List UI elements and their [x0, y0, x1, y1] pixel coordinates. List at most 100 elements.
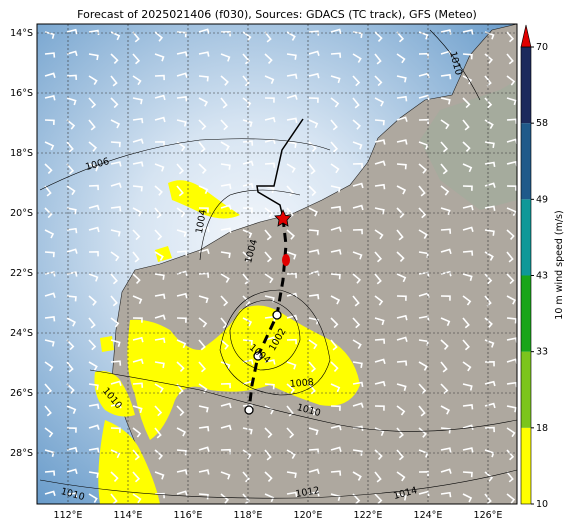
wind-barb — [264, 383, 275, 390]
wind-barb — [418, 405, 426, 417]
wind-barb — [242, 119, 253, 127]
lat-tick-label: 26°S — [10, 388, 33, 399]
colorbar-segment — [521, 427, 531, 504]
wind-barb — [176, 292, 188, 299]
wind-barb — [264, 336, 276, 342]
wind-barb — [198, 405, 209, 413]
wind-barb — [132, 336, 144, 343]
wind-barb — [132, 382, 144, 388]
wind-barb — [154, 207, 162, 219]
wind-barb — [242, 31, 252, 42]
wind-barb — [506, 427, 516, 438]
wind-barb — [352, 204, 364, 211]
wind-barb — [484, 229, 495, 236]
colorbar-segment — [521, 47, 531, 124]
wind-barb — [374, 53, 382, 65]
wind-barb — [418, 427, 427, 438]
wind-barb — [220, 339, 229, 350]
wind-barb — [242, 140, 254, 146]
wind-barb — [396, 116, 408, 122]
wind-barb — [418, 471, 429, 477]
wind-barb — [308, 185, 317, 197]
wind-barb — [506, 295, 517, 305]
wind-barb — [374, 295, 384, 306]
wind-barb — [154, 361, 165, 368]
graticule — [37, 24, 517, 504]
lon-tick-label: 120°E — [294, 510, 323, 521]
wind-barb — [176, 185, 184, 197]
wind-barb — [176, 31, 187, 38]
wind-barb — [44, 383, 53, 395]
colorbar-segment — [521, 199, 531, 276]
wind-barb — [220, 295, 229, 307]
wind-barb — [66, 248, 78, 254]
wind-barb — [308, 361, 317, 373]
wind-barb — [440, 383, 449, 395]
wind-barb — [176, 119, 187, 127]
colorbar-extend — [520, 24, 532, 48]
wind-barb — [66, 468, 78, 475]
wind-barb — [440, 97, 451, 105]
wind-barb — [66, 271, 78, 277]
wind-barb — [264, 273, 274, 284]
wind-barb — [264, 229, 272, 241]
wind-barb — [418, 163, 427, 174]
wind-barb — [154, 229, 163, 241]
wind-barb — [132, 161, 144, 167]
wind-barb — [44, 229, 55, 239]
wind-barb — [484, 426, 495, 433]
wind-barb — [110, 141, 121, 148]
current-position — [274, 209, 292, 227]
wind-barb — [506, 229, 515, 240]
wind-barb — [440, 295, 451, 301]
wind-barb — [198, 226, 210, 233]
wind-barb — [506, 31, 515, 43]
wind-barb — [44, 427, 54, 438]
wind-barb — [220, 251, 231, 258]
wind-barb — [506, 405, 517, 413]
wind-barb — [330, 470, 342, 476]
wind-barb — [132, 295, 143, 305]
wind-barb — [396, 207, 405, 219]
wind-barb — [396, 53, 406, 64]
wind-barb — [220, 163, 231, 170]
wind-barb — [308, 207, 319, 217]
wind-barb — [330, 97, 340, 108]
wind-barb — [198, 272, 210, 278]
wind-barb — [330, 52, 342, 58]
wind-barb — [330, 317, 339, 329]
wind-barb — [506, 97, 517, 106]
wind-barb — [110, 161, 122, 167]
wind-barb — [264, 162, 276, 168]
wind-barb — [66, 427, 77, 433]
wind-barb — [110, 449, 121, 459]
colorbar-label: 10 m wind speed (m/s) — [554, 210, 565, 319]
wind-barb — [88, 119, 96, 131]
rain — [168, 180, 240, 219]
track-point — [272, 310, 282, 320]
rain — [94, 371, 135, 417]
wind-barb — [110, 402, 122, 409]
wind-barb — [352, 31, 363, 38]
wind-barb — [154, 449, 163, 460]
wind-barb — [88, 493, 98, 503]
wind-barb — [110, 295, 118, 307]
wind-barb — [176, 449, 187, 456]
colorbar-tick-label: 10 — [536, 499, 548, 510]
wind-barb — [264, 31, 272, 43]
wind-barb — [88, 75, 98, 86]
wind-barb — [220, 471, 231, 480]
wind-barb — [506, 185, 517, 191]
wind-barb — [286, 94, 298, 100]
isobar — [39, 138, 331, 191]
wind-barb — [440, 339, 449, 350]
wind-barb — [440, 141, 449, 153]
wind-barb — [88, 184, 99, 191]
wind-barb — [110, 182, 122, 188]
wind-barb — [110, 251, 120, 262]
wind-barb — [66, 227, 78, 234]
track-point — [253, 351, 263, 361]
wind-barb — [264, 116, 276, 123]
